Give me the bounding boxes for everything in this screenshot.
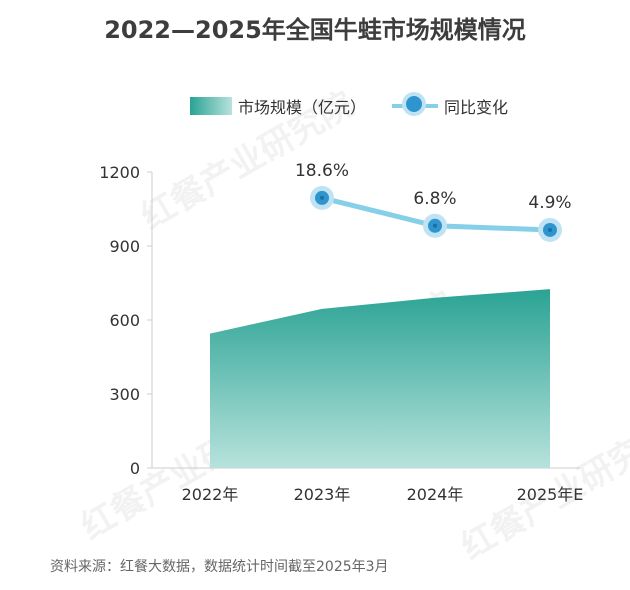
x-tick-label: 2022年 xyxy=(182,485,239,504)
x-tick-label: 2025年E xyxy=(517,485,584,504)
data-labels: 18.6% 6.8% 4.9% xyxy=(295,161,572,213)
yoy-point-center xyxy=(548,227,552,232)
legend-area-swatch xyxy=(190,97,232,115)
legend-line-swatch xyxy=(392,96,439,112)
market-size-area xyxy=(210,289,550,468)
yoy-data-label: 18.6% xyxy=(295,161,349,181)
x-tick-label: 2023年 xyxy=(294,485,351,504)
y-tick-label: 600 xyxy=(109,311,140,330)
chart-title: 2022—2025年全国牛蛙市场规模情况 xyxy=(104,16,526,44)
y-tick-label: 0 xyxy=(130,459,140,478)
x-tick-label: 2024年 xyxy=(407,485,464,504)
y-tick-label: 900 xyxy=(109,237,140,256)
yoy-data-label: 6.8% xyxy=(413,189,456,209)
yoy-data-label: 4.9% xyxy=(528,193,571,213)
source-note: 资料来源：红餐大数据，数据统计时间截至2025年3月 xyxy=(50,559,389,575)
legend: 市场规模（亿元） 同比变化 xyxy=(190,92,508,120)
legend-line-label: 同比变化 xyxy=(444,98,509,117)
legend-area-label: 市场规模（亿元） xyxy=(238,98,367,117)
area-series xyxy=(210,289,550,468)
line-series xyxy=(310,185,562,242)
yoy-point-center xyxy=(433,223,437,228)
y-tick-label: 300 xyxy=(109,385,140,404)
yoy-point-center xyxy=(320,195,324,200)
y-tick-label: 1200 xyxy=(99,163,140,182)
